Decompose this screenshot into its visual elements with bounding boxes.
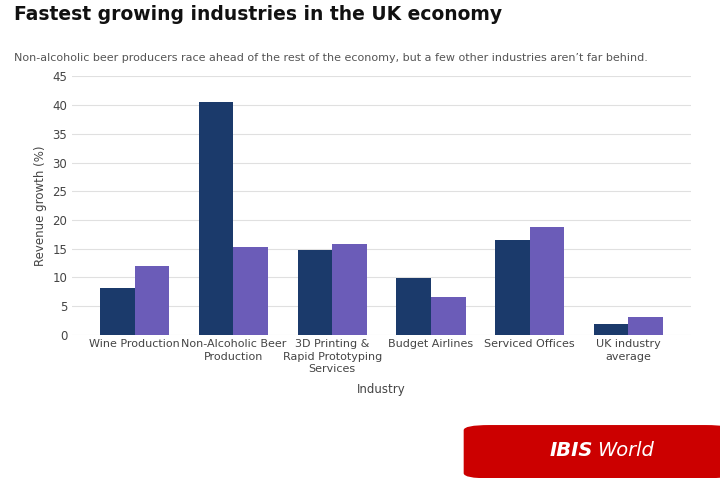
Bar bbox=[199, 102, 233, 335]
Text: IBIS: IBIS bbox=[550, 441, 593, 460]
FancyBboxPatch shape bbox=[464, 425, 720, 478]
Bar bbox=[495, 240, 530, 335]
Legend: 2023-24, 2024-25: 2023-24, 2024-25 bbox=[255, 475, 410, 478]
Y-axis label: Revenue growth (%): Revenue growth (%) bbox=[34, 145, 47, 266]
Text: Non-alcoholic beer producers race ahead of the rest of the economy, but a few ot: Non-alcoholic beer producers race ahead … bbox=[14, 53, 648, 63]
Bar bbox=[135, 266, 169, 335]
Bar bbox=[332, 244, 366, 335]
Bar bbox=[530, 228, 564, 335]
Text: Fastest growing industries in the UK economy: Fastest growing industries in the UK eco… bbox=[14, 5, 503, 24]
Bar bbox=[297, 250, 332, 335]
Bar bbox=[431, 297, 466, 335]
Bar bbox=[629, 317, 663, 335]
Bar bbox=[233, 247, 268, 335]
Bar bbox=[594, 324, 629, 335]
Text: World: World bbox=[598, 441, 654, 460]
X-axis label: Industry: Industry bbox=[357, 382, 406, 396]
Bar bbox=[397, 278, 431, 335]
Bar bbox=[100, 288, 135, 335]
